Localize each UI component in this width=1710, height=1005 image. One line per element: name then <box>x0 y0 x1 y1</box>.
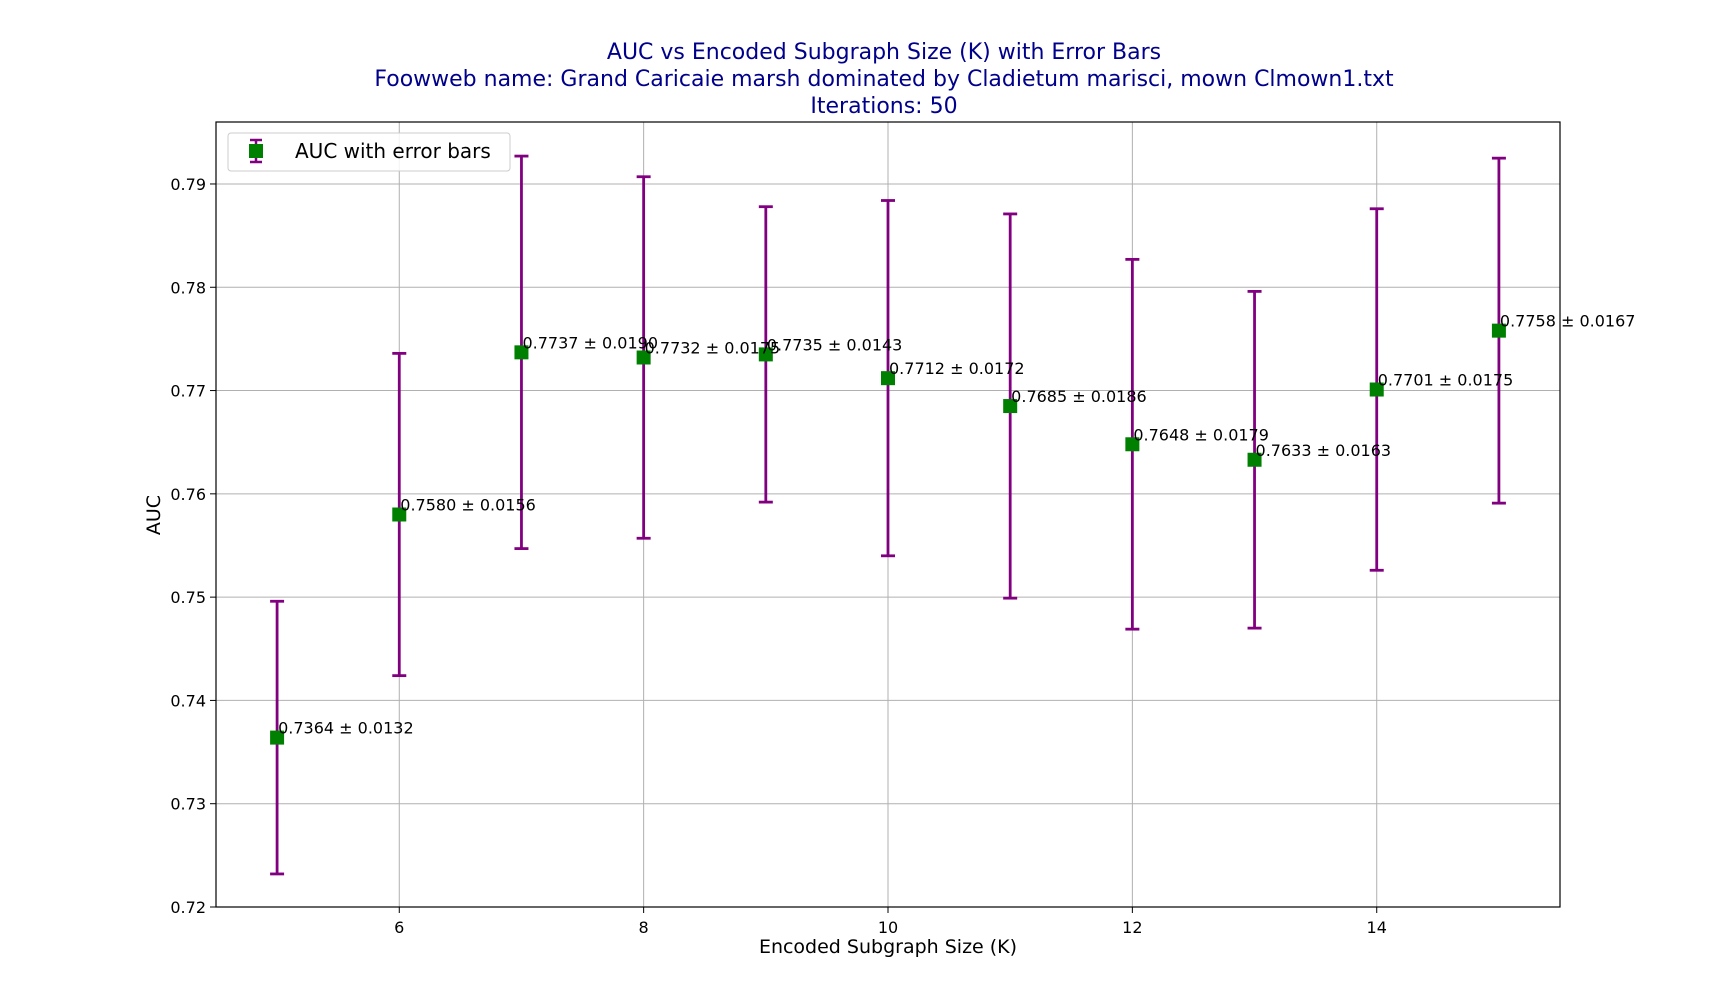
data-point-marker <box>514 345 529 360</box>
data-point-marker <box>1003 399 1018 414</box>
legend-label: AUC with error bars <box>295 139 491 163</box>
chart-title: AUC vs Encoded Subgraph Size (K) with Er… <box>374 40 1394 119</box>
y-axis-ticks: 0.72 0.73 0.74 0.75 0.76 0.77 0.78 0.79 <box>170 175 216 917</box>
data-point-marker <box>1491 323 1506 338</box>
x-axis-label: Encoded Subgraph Size (K) <box>759 936 1017 958</box>
legend-marker-icon <box>249 144 263 158</box>
data-point-label: 0.7712 ± 0.0172 <box>889 359 1025 378</box>
data-point-marker <box>758 347 773 362</box>
y-tick-label: 0.77 <box>170 382 206 401</box>
data-point-label: 0.7701 ± 0.0175 <box>1378 371 1514 390</box>
y-tick-label: 0.74 <box>170 691 206 710</box>
x-tick-label: 10 <box>878 918 898 937</box>
data-point-marker <box>1369 382 1384 397</box>
data-point-label: 0.7732 ± 0.0175 <box>645 339 781 358</box>
data-point-marker <box>636 350 651 365</box>
y-tick-label: 0.76 <box>170 485 206 504</box>
data-point-label: 0.7685 ± 0.0186 <box>1011 387 1147 406</box>
chart-title-line-3: Iterations: 50 <box>810 94 957 119</box>
x-tick-label: 8 <box>639 918 649 937</box>
data-point-label: 0.7735 ± 0.0143 <box>767 335 903 354</box>
data-point-label: 0.7737 ± 0.0190 <box>522 333 658 352</box>
x-axis-ticks: 6 8 10 12 14 <box>394 907 1387 937</box>
data-point-label: 0.7648 ± 0.0179 <box>1133 425 1269 444</box>
y-tick-label: 0.72 <box>170 898 206 917</box>
data-point-label: 0.7758 ± 0.0167 <box>1500 312 1636 331</box>
y-tick-label: 0.75 <box>170 588 206 607</box>
data-point-label: 0.7580 ± 0.0156 <box>400 496 536 515</box>
legend: AUC with error bars <box>227 132 511 172</box>
y-axis-label: AUC <box>143 495 165 535</box>
data-point-marker <box>1125 437 1140 452</box>
data-point-label: 0.7633 ± 0.0163 <box>1256 441 1392 460</box>
x-tick-label: 12 <box>1122 918 1142 937</box>
chart-title-line-2: Foowweb name: Grand Caricaie marsh domin… <box>374 67 1394 92</box>
data-point-marker <box>1247 452 1262 467</box>
data-point-marker <box>270 730 285 745</box>
legend-box <box>227 132 511 172</box>
x-tick-label: 6 <box>394 918 404 937</box>
data-point-label: 0.7364 ± 0.0132 <box>278 719 414 738</box>
y-tick-label: 0.73 <box>170 795 206 814</box>
data-point-marker <box>881 371 895 386</box>
data-markers <box>270 323 1506 745</box>
y-tick-label: 0.78 <box>170 278 206 297</box>
data-point-marker <box>392 507 407 522</box>
data-labels: 0.7364 ± 0.0132 0.7580 ± 0.0156 0.7737 ± 0… <box>278 312 1635 738</box>
y-tick-label: 0.79 <box>170 175 206 194</box>
chart-title-line-1: AUC vs Encoded Subgraph Size (K) with Er… <box>607 40 1161 65</box>
x-tick-label: 14 <box>1367 918 1387 937</box>
